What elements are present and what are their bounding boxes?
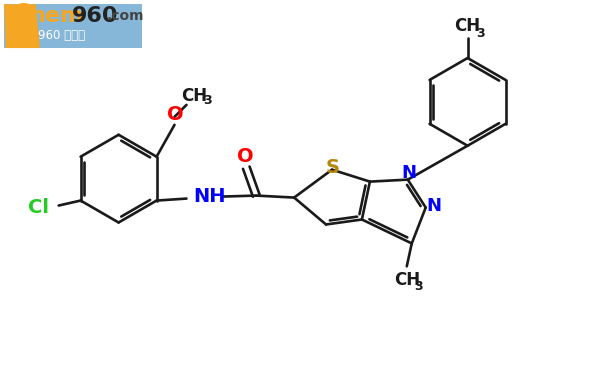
Text: CH: CH (394, 271, 420, 289)
Text: 3: 3 (476, 27, 485, 40)
Text: 960: 960 (72, 6, 118, 27)
Text: 960 化工网: 960 化工网 (38, 29, 85, 42)
Text: CH: CH (454, 17, 480, 35)
Text: hem: hem (29, 6, 83, 27)
Text: Cl: Cl (28, 198, 49, 217)
Text: N: N (401, 164, 416, 182)
Text: NH: NH (193, 187, 226, 206)
Text: 3: 3 (414, 280, 423, 293)
FancyBboxPatch shape (4, 4, 142, 48)
Text: O: O (167, 105, 184, 125)
Text: S: S (326, 158, 340, 177)
Text: C: C (12, 3, 31, 30)
Text: 3: 3 (203, 94, 212, 107)
Polygon shape (4, 4, 40, 48)
Text: O: O (237, 147, 253, 166)
Text: N: N (426, 196, 441, 214)
Text: CH: CH (182, 87, 208, 105)
Text: .com: .com (106, 9, 144, 24)
